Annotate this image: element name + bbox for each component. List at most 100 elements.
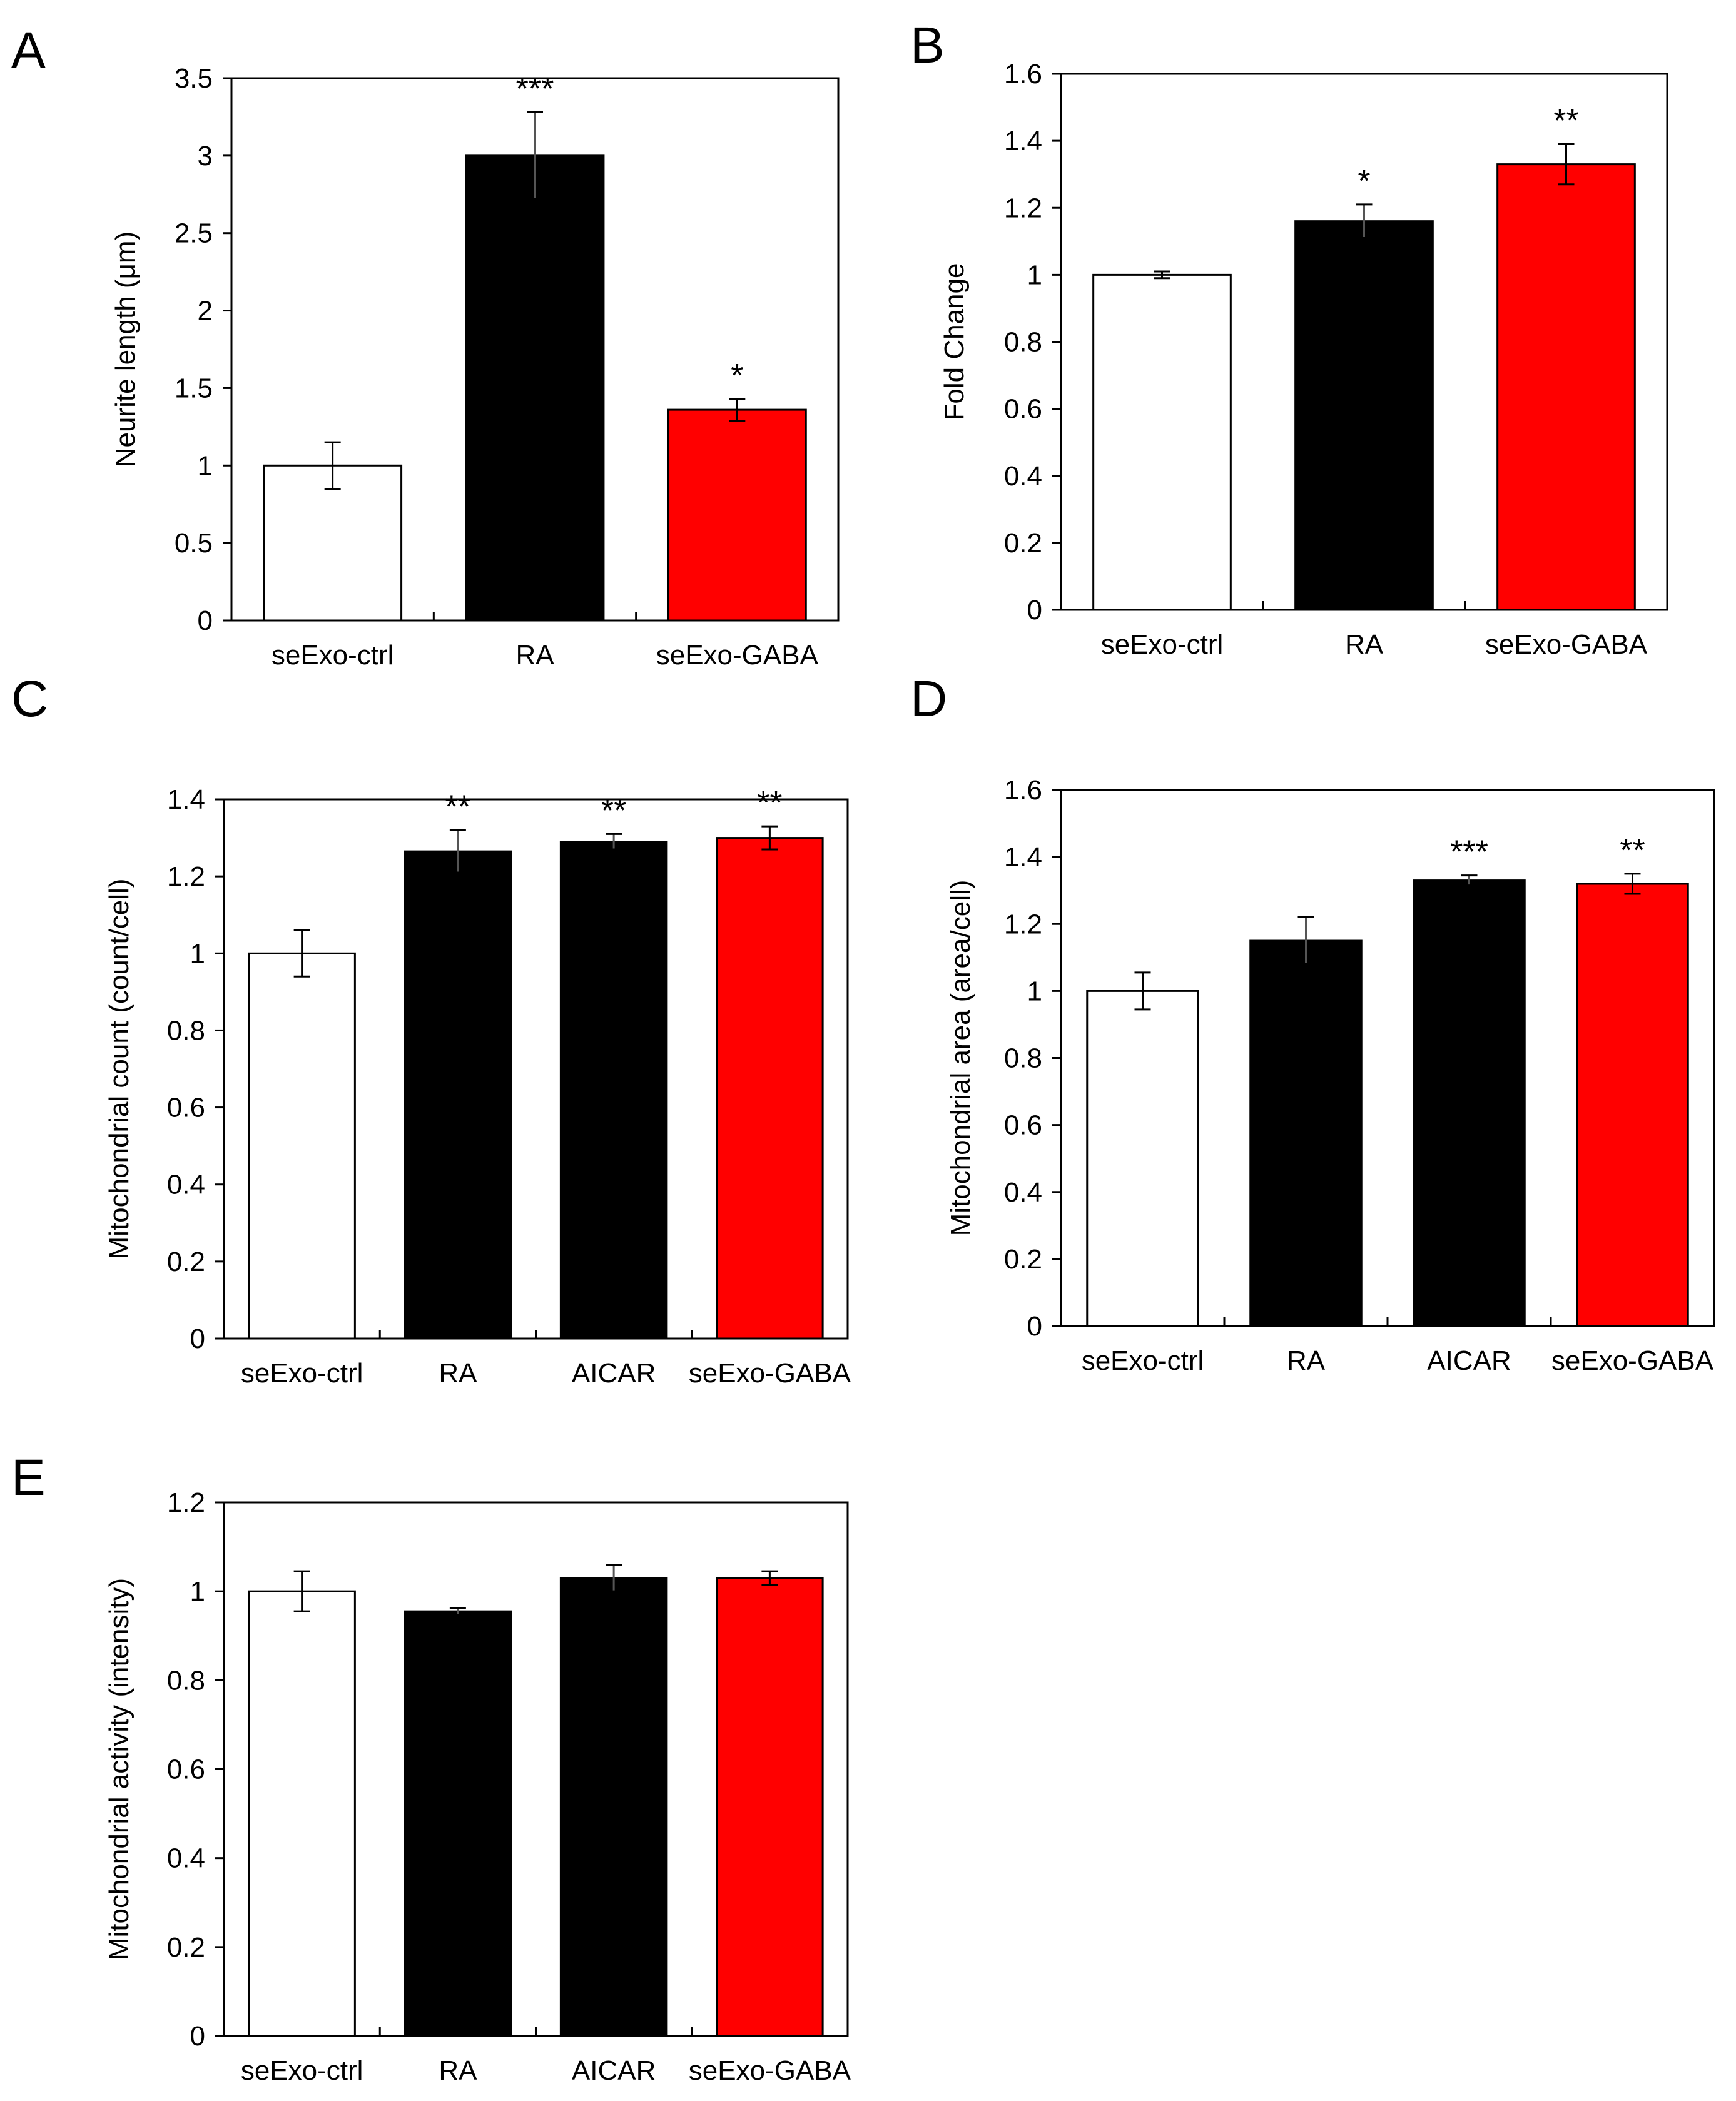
y-tick-label-c-0_2: 0.2 [167,1247,205,1277]
y-tick-label-c-0: 0 [190,1324,205,1354]
y-tick-label-a-2_5: 2.5 [175,218,213,249]
panel-a-chart: A 0 0.5 1 1.5 2 2.5 3 3.5 Neurite length (μm) seEx… [11,22,840,671]
significance-c-2: ** [445,789,470,825]
x-category-label-e-2: RA [439,2055,477,2086]
bar-a-2 [465,154,605,622]
significance-a-3: * [731,358,743,394]
y-tick-label-c-0_6: 0.6 [167,1093,205,1123]
y-tick-label-e-0_6: 0.6 [167,1754,205,1785]
y-tick-label-d-0_4: 0.4 [1004,1177,1042,1208]
x-category-label-d-4: seExo-GABA [1551,1345,1714,1376]
bar-c-2 [404,850,512,1340]
x-category-label-c-4: seExo-GABA [689,1358,851,1389]
y-tick-label-d-0: 0 [1027,1311,1042,1342]
error-bar-d-2 [1297,916,1314,966]
error-bar-c-4 [761,825,778,851]
x-category-label-e-3: AICAR [572,2055,656,2086]
y-tick-label-e-0_8: 0.8 [167,1665,205,1696]
x-category-label-d-3: AICAR [1427,1345,1511,1376]
bar-b-3 [1496,163,1636,611]
error-bar-e-2 [449,1606,466,1616]
bar-d-4 [1576,883,1689,1327]
error-bar-a-1 [324,441,341,490]
y-tick-label-d-1_6: 1.6 [1004,775,1042,806]
y-axis-label-c: Mitochondrial count (count/cell) [104,879,135,1260]
x-category-label-b-3: seExo-GABA [1485,629,1648,660]
x-category-label-c-1: seExo-ctrl [241,1358,363,1389]
x-category-label-e-4: seExo-GABA [689,2055,851,2086]
y-tick-label-e-1: 1 [190,1576,205,1607]
error-bar-e-1 [293,1570,310,1612]
panel-e-chart: E 0 0.2 0.4 0.6 0.8 1 1.2 Mitochondrial activity… [11,1449,851,2086]
panel-letter-d: D [910,671,947,727]
panel-c-chart: C 0 0.2 0.4 0.6 0.8 1 1.2 1.4 Mitochondrial count… [11,671,851,1389]
panel-letter-c: C [11,671,48,727]
y-axis-label-e: Mitochondrial activity (intensity) [104,1578,135,1960]
significance-b-2: * [1358,163,1370,200]
x-category-label-a-3: seExo-GABA [656,640,819,671]
bar-d-3 [1413,879,1526,1327]
significance-d-4: ** [1620,833,1645,869]
panel-letter-e: E [11,1449,46,1506]
error-bar-c-2 [449,829,466,874]
x-category-label-d-2: RA [1287,1345,1326,1376]
error-bar-c-3 [606,833,622,851]
error-bar-d-1 [1134,971,1151,1011]
y-tick-label-c-1_4: 1.4 [167,784,205,815]
panel-d-chart: D 0 0.2 0.4 0.6 0.8 1 1.2 1.4 1.6 Mitochondrial ar… [910,671,1715,1376]
y-tick-label-c-0_8: 0.8 [167,1015,205,1046]
y-tick-label-a-3: 3 [198,141,213,171]
y-axis-label-b: Fold Change [939,263,970,421]
y-tick-label-a-0: 0 [198,605,213,636]
y-tick-label-a-1: 1 [198,450,213,481]
x-category-label-b-2: RA [1345,629,1384,660]
y-tick-label-b-0_4: 0.4 [1004,461,1042,492]
y-axis-label-d: Mitochondrial area (area/cell) [945,880,976,1237]
significance-c-4: ** [757,785,782,821]
bar-b-2 [1294,220,1434,611]
y-tick-label-b-0_2: 0.2 [1004,528,1042,559]
y-tick-label-c-1: 1 [190,938,205,969]
y-tick-label-c-0_4: 0.4 [167,1170,205,1200]
y-tick-label-e-0: 0 [190,2021,205,2052]
panel-letter-b: B [910,17,945,74]
error-bar-e-3 [606,1564,622,1592]
error-bar-b-2 [1356,203,1373,239]
y-tick-label-a-1_5: 1.5 [175,373,213,403]
x-category-label-b-1: seExo-ctrl [1101,629,1224,660]
significance-c-3: ** [601,792,626,829]
bar-c-1 [248,952,356,1340]
bar-b-1 [1092,273,1232,611]
bar-e-4 [716,1577,824,2037]
x-category-label-a-1: seExo-ctrl [272,640,394,671]
bar-e-1 [248,1590,356,2037]
x-category-label-e-1: seExo-ctrl [241,2055,363,2086]
y-tick-label-b-1: 1 [1027,260,1042,290]
panel-letter-a: A [11,22,46,79]
y-tick-label-e-1_2: 1.2 [167,1487,205,1518]
significance-b-3: ** [1553,103,1578,139]
bar-e-2 [404,1610,512,2037]
y-tick-label-d-1_4: 1.4 [1004,842,1042,873]
error-bar-b-3 [1558,143,1575,186]
error-bar-d-3 [1461,874,1478,887]
y-tick-label-e-0_2: 0.2 [167,1932,205,1963]
y-tick-label-b-1_2: 1.2 [1004,193,1042,223]
error-bar-d-4 [1624,873,1641,895]
bar-c-3 [559,841,668,1340]
y-tick-label-b-0: 0 [1027,595,1042,625]
bar-e-3 [559,1577,668,2037]
error-bar-b-1 [1154,270,1170,280]
y-tick-label-d-0_2: 0.2 [1004,1244,1042,1275]
y-axis-label-a: Neurite length (μm) [110,231,141,467]
y-tick-label-e-0_4: 0.4 [167,1843,205,1874]
x-category-label-a-2: RA [515,640,554,671]
y-tick-label-a-2: 2 [198,296,213,327]
panel-b-chart: B 0 0.2 0.4 0.6 0.8 1 1.2 1.4 1.6 Fold Change seExo… [910,17,1668,660]
x-category-label-c-2: RA [439,1358,477,1389]
bar-d-2 [1249,939,1363,1327]
y-tick-label-d-1_2: 1.2 [1004,909,1042,939]
y-tick-label-d-1: 1 [1027,976,1042,1006]
y-tick-label-c-1_2: 1.2 [167,861,205,892]
